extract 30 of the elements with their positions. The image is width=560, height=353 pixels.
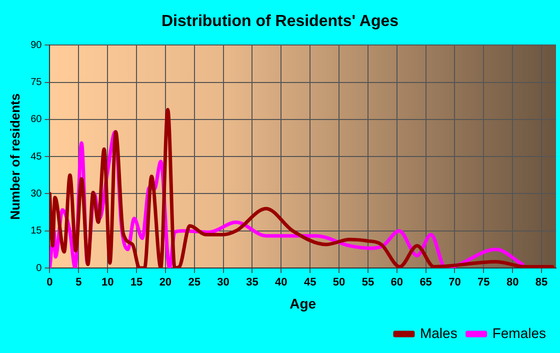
chart-title: Distribution of Residents' Ages <box>161 13 399 30</box>
y-tick-label: 30 <box>30 188 42 200</box>
x-axis-title: Age <box>290 295 316 312</box>
y-tick-label: 45 <box>30 151 42 162</box>
y-tick-label: 90 <box>30 40 42 51</box>
x-tick-label: 20 <box>159 276 172 289</box>
x-tick-label: 0 <box>46 276 53 289</box>
legend-label: Males <box>420 324 458 341</box>
y-tick-label: 0 <box>36 262 42 274</box>
x-tick-label: 60 <box>390 276 404 289</box>
x-tick-label: 5 <box>76 276 82 289</box>
y-tick-label: 15 <box>30 226 42 237</box>
x-tick-label: 65 <box>420 276 432 289</box>
x-tick-label: 45 <box>304 276 316 289</box>
x-tick-label: 25 <box>188 276 200 289</box>
x-tick-label: 75 <box>478 276 490 289</box>
x-tick-label: 35 <box>246 276 258 289</box>
x-tick-label: 55 <box>362 276 374 289</box>
x-tick-label: 85 <box>535 276 548 289</box>
y-tick-label: 75 <box>30 77 42 88</box>
x-tick-label: 10 <box>101 276 114 289</box>
x-tick-label: 30 <box>217 276 230 289</box>
x-tick-label: 40 <box>275 276 288 289</box>
y-axis-title: Number of residents <box>7 93 22 220</box>
x-tick-label: 70 <box>448 276 461 289</box>
x-tick-label: 50 <box>332 276 346 289</box>
x-tick-label: 80 <box>506 276 519 289</box>
legend-label: Females <box>492 324 546 341</box>
y-tick-label: 60 <box>30 114 42 126</box>
x-tick-label: 15 <box>130 276 143 289</box>
